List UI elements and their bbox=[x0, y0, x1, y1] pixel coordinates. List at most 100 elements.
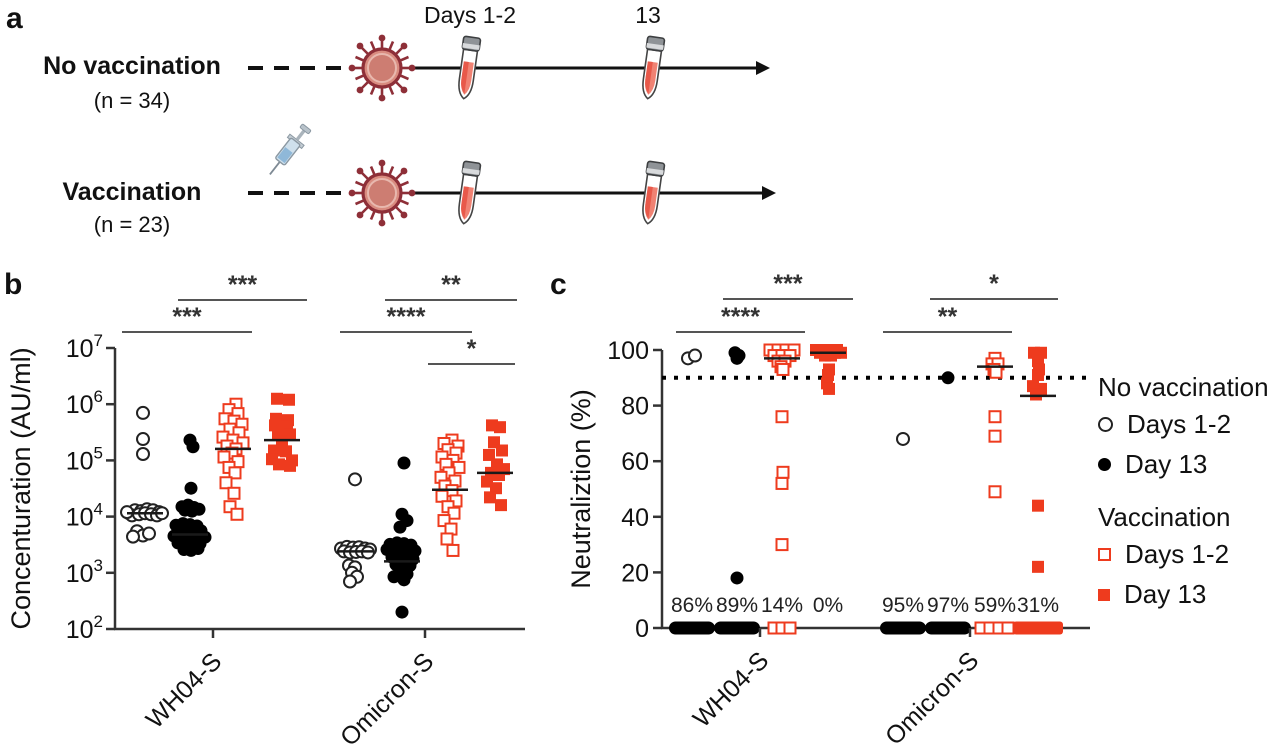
significance-stars: **** bbox=[721, 303, 760, 331]
zero-cluster-capsule bbox=[669, 621, 715, 635]
pct-at-zero-label: 95% bbox=[882, 594, 924, 617]
open-circle-marker-icon bbox=[1098, 417, 1113, 432]
zero-cluster-capsule bbox=[1013, 621, 1063, 635]
open-square-point bbox=[775, 410, 789, 424]
significance-bar: *** bbox=[178, 271, 307, 301]
panel-b-label: b bbox=[4, 268, 23, 301]
y-tick-label: 80 bbox=[621, 393, 649, 421]
x-category-label: WH04-S bbox=[141, 647, 228, 734]
scatter-group bbox=[264, 392, 300, 472]
open-square-point bbox=[230, 507, 244, 521]
legend-item: Days 1-2 bbox=[1098, 409, 1278, 440]
open-square-point bbox=[783, 621, 797, 635]
open-circle-point bbox=[348, 472, 362, 487]
pct-at-zero-label: 59% bbox=[974, 594, 1016, 617]
pct-at-zero-label: 89% bbox=[716, 594, 758, 617]
filled-square-point bbox=[825, 349, 837, 362]
pct-at-zero-label: 86% bbox=[671, 594, 713, 617]
significance-stars: *** bbox=[172, 303, 201, 331]
pct-at-zero-label: 14% bbox=[761, 594, 803, 617]
significance-stars: ** bbox=[938, 303, 958, 331]
group-name-vaccination: Vaccination bbox=[62, 178, 202, 206]
y-tick-label: 60 bbox=[621, 448, 649, 476]
filled-square-point bbox=[495, 499, 507, 512]
open-circle-point bbox=[136, 405, 150, 420]
y-tick-label: 107 bbox=[66, 331, 103, 363]
legend-item-label: Days 1-2 bbox=[1127, 409, 1232, 439]
scatter-group: 97% bbox=[925, 371, 971, 635]
open-square-point bbox=[775, 476, 789, 490]
open-circle-point bbox=[896, 431, 910, 446]
open-square-point bbox=[219, 476, 233, 490]
legend-item-label: Day 13 bbox=[1125, 449, 1208, 479]
open-square-point bbox=[217, 450, 231, 464]
open-square-point bbox=[988, 410, 1002, 424]
filled-square-point bbox=[823, 382, 835, 395]
scatter-group: 86% bbox=[669, 348, 715, 635]
arrowhead bbox=[756, 61, 770, 75]
y-tick-label: 100 bbox=[607, 337, 649, 365]
neutralization-scatter-chart: 100 80 60 40 20 0 Neutraliztion (%) 86% 89% 14% 0%… bbox=[566, 270, 1090, 751]
significance-bar: **** bbox=[340, 303, 472, 333]
open-square-point bbox=[989, 365, 1003, 379]
legend-item-label: Days 1-2 bbox=[1125, 539, 1230, 569]
filled-square-point bbox=[490, 482, 502, 495]
scatter-group: 31% bbox=[1013, 346, 1063, 635]
open-square-point bbox=[437, 514, 451, 528]
scatter-group bbox=[334, 472, 377, 589]
filled-square-point bbox=[1030, 388, 1042, 401]
zero-cluster-capsule bbox=[925, 621, 971, 635]
study-timeline-graphic bbox=[248, 32, 776, 228]
pct-at-zero-label: 97% bbox=[927, 594, 969, 617]
pct-at-zero-label: 31% bbox=[1017, 594, 1059, 617]
group-n-vaccination: (n = 23) bbox=[93, 212, 171, 237]
y-tick-label: 106 bbox=[66, 387, 103, 419]
filled-circle-point bbox=[395, 605, 409, 619]
group-name-no-vaccination: No vaccination bbox=[43, 52, 221, 80]
y-tick-label: 40 bbox=[621, 504, 649, 532]
y-tick-label: 104 bbox=[66, 500, 103, 532]
filled-circle-point bbox=[184, 481, 198, 495]
x-category-label: Omicron-S bbox=[880, 646, 984, 750]
open-square-point bbox=[988, 485, 1002, 499]
open-circle-point bbox=[136, 432, 150, 447]
filled-square-point bbox=[484, 491, 496, 504]
scatter-group bbox=[120, 405, 169, 544]
scatter-group: 95% bbox=[880, 431, 926, 635]
timepoint-label-days-1-2: Days 1-2 bbox=[423, 2, 517, 28]
open-square-marker-icon bbox=[1098, 548, 1111, 561]
filled-square-point bbox=[493, 468, 505, 481]
y-tick-label: 102 bbox=[66, 612, 103, 644]
open-square-point bbox=[228, 466, 242, 480]
filled-square-point bbox=[273, 458, 285, 471]
scatter-group: 14% bbox=[761, 343, 803, 635]
filled-circle-point bbox=[397, 456, 411, 470]
filled-square-point bbox=[1032, 369, 1044, 382]
scatter-group: 59% bbox=[974, 351, 1016, 635]
filled-square-point bbox=[494, 421, 506, 434]
y-tick-label: 0 bbox=[635, 615, 649, 643]
scatter-group bbox=[167, 433, 212, 557]
significance-stars: * bbox=[467, 335, 477, 363]
filled-square-point bbox=[284, 459, 296, 472]
legend-item: Day 13 bbox=[1098, 449, 1278, 480]
significance-stars: **** bbox=[387, 303, 426, 331]
group-n-no-vaccination: (n = 34) bbox=[93, 88, 171, 113]
legend-item: Days 1-2 bbox=[1098, 539, 1278, 570]
filled-square-point bbox=[271, 392, 283, 405]
significance-stars: *** bbox=[228, 271, 257, 299]
significance-stars: * bbox=[989, 270, 999, 298]
y-tick-label: 105 bbox=[66, 443, 103, 475]
open-square-point bbox=[223, 500, 237, 514]
filled-square-point bbox=[483, 448, 495, 461]
filled-circle-marker-icon bbox=[1098, 458, 1111, 471]
open-square-point bbox=[988, 429, 1002, 443]
y-tick-label: 20 bbox=[621, 559, 649, 587]
significance-bar: * bbox=[428, 335, 515, 365]
y-axis-label: Neutraliztion (%) bbox=[566, 389, 596, 589]
significance-bar: *** bbox=[723, 270, 853, 300]
significance-bar: *** bbox=[122, 303, 252, 333]
scatter-group bbox=[432, 433, 468, 557]
significance-bar: **** bbox=[676, 303, 805, 333]
significance-bar: ** bbox=[883, 303, 1012, 333]
